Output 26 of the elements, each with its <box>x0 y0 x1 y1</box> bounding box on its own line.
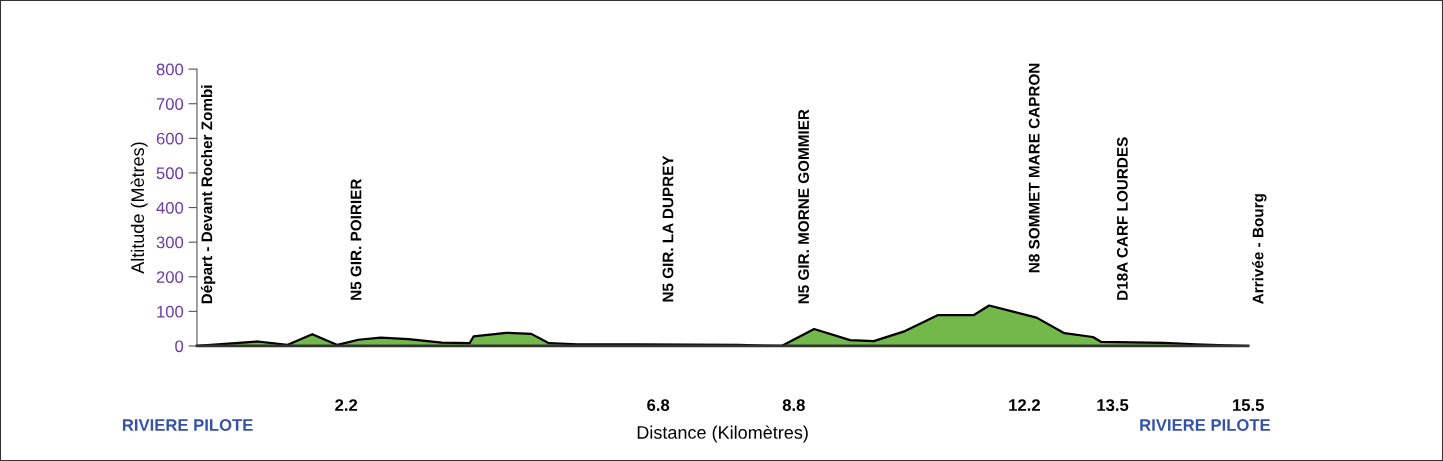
y-tick-label: 800 <box>156 63 184 76</box>
y-tick-label: 0 <box>175 340 184 353</box>
annotation: N5 GIR. MORNE GOMMIER <box>798 109 810 304</box>
y-tick-label: 700 <box>156 98 184 110</box>
annotation: D18A CARF LOURDES <box>1116 137 1128 300</box>
y-tick-label: 200 <box>156 271 184 283</box>
annotation: Arrivée - Bourg <box>1252 194 1267 304</box>
y-axis-title: Altitude (Mètres) <box>130 142 148 274</box>
y-tick-label: 300 <box>156 236 184 249</box>
x-tick-label: 12.2 <box>1009 399 1040 411</box>
y-tick-label: 100 <box>157 305 184 318</box>
x-tick-label: 13.5 <box>1097 399 1129 412</box>
y-tick-label: 600 <box>156 132 184 145</box>
annotation: Départ - Devant Rocher Zombi <box>200 85 216 304</box>
x-tick-label: 15.5 <box>1233 399 1264 411</box>
x-tick-label: 8.8 <box>782 399 805 411</box>
y-tick-label: 500 <box>156 167 184 180</box>
text: RIVIERE PILOTE <box>1140 419 1271 431</box>
y-tick-label: 400 <box>156 201 184 214</box>
annotation: N8 SOMMET MARE CAPRON <box>1028 63 1040 273</box>
annotation: N5 GIR. LA DUPREY <box>662 155 674 302</box>
x-tick-label: 2.2 <box>335 399 358 411</box>
text: RIVIERE PILOTE <box>122 419 253 431</box>
x-tick-label: 6.8 <box>647 399 670 411</box>
x-axis-title: Distance (Kilomètres) <box>637 425 808 443</box>
annotation: N5 GIR. POIRIER <box>350 178 362 300</box>
